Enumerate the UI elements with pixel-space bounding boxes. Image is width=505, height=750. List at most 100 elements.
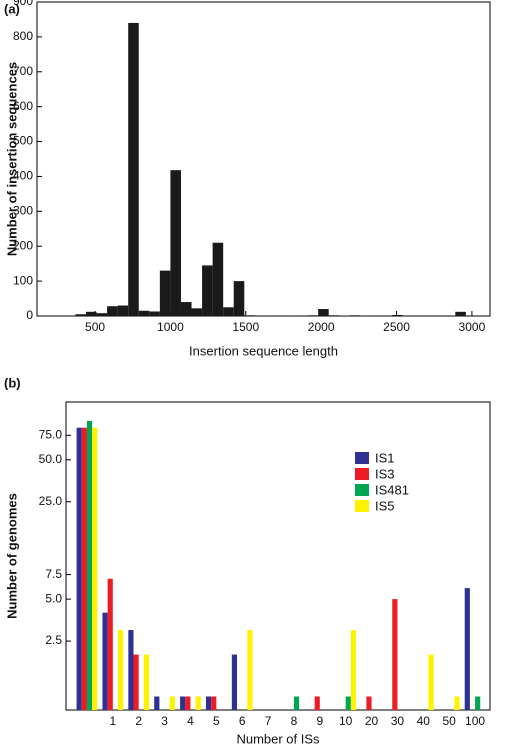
plot-frame — [65, 401, 491, 711]
y-tick-label: 75.0 — [39, 427, 63, 441]
x-tick-label: 8 — [291, 714, 298, 728]
y-tick-label: 100 — [13, 273, 33, 287]
bar — [154, 696, 160, 710]
x-tick-label: 1 — [109, 714, 116, 728]
y-tick-label: 600 — [13, 99, 33, 113]
bar — [211, 696, 217, 710]
histogram-bar — [328, 315, 340, 316]
bar — [107, 578, 113, 710]
x-tick-label: 2 — [135, 714, 142, 728]
x-axis-label: Number of ISs — [236, 731, 320, 746]
histogram-bar — [149, 311, 160, 316]
y-tick-label: 200 — [13, 238, 33, 252]
histogram-bar — [233, 281, 245, 316]
panel-label: (b) — [4, 375, 21, 390]
legend-swatch — [355, 452, 369, 464]
bar — [117, 630, 124, 710]
histogram-bar — [75, 314, 86, 316]
bar — [128, 630, 134, 710]
x-tick-label: 7 — [265, 714, 272, 728]
histogram-bar — [202, 265, 213, 316]
legend-swatch — [355, 484, 369, 496]
bar — [247, 630, 253, 710]
x-tick-label: 10 — [339, 714, 353, 728]
y-tick-label: 7.5 — [45, 567, 62, 581]
bar — [133, 654, 139, 710]
y-tick-label: 2.5 — [45, 633, 62, 647]
bar — [180, 696, 186, 710]
bar — [86, 420, 93, 710]
x-tick-label: 500 — [85, 320, 105, 334]
y-tick-label: 0 — [26, 308, 33, 322]
x-tick-label: 2000 — [308, 320, 335, 334]
histogram-bar — [128, 22, 139, 317]
bar — [143, 654, 150, 710]
y-tick-label: 800 — [13, 29, 33, 43]
x-tick-label: 30 — [391, 714, 405, 728]
bar — [428, 654, 434, 710]
x-tick-label: 1500 — [232, 320, 259, 334]
bar — [464, 588, 470, 710]
x-tick-label: 20 — [365, 714, 379, 728]
legend-label: IS5 — [375, 498, 395, 513]
histogram-bar — [180, 302, 192, 316]
bar — [81, 427, 87, 710]
x-tick-label: 6 — [239, 714, 246, 728]
x-tick-label: 4 — [187, 714, 194, 728]
histogram-bar — [307, 315, 319, 316]
bar — [185, 696, 191, 710]
bar — [76, 427, 82, 710]
bar — [392, 599, 398, 710]
y-tick-label: 25.0 — [39, 494, 63, 508]
x-tick-label: 2500 — [383, 320, 410, 334]
histogram-bar — [223, 307, 234, 316]
histogram-bar — [85, 311, 97, 316]
bar — [195, 696, 201, 710]
histogram-bar — [117, 305, 129, 316]
x-tick-label: 100 — [465, 714, 485, 728]
x-tick-label: 40 — [417, 714, 431, 728]
panel-label: (a) — [4, 1, 20, 16]
bar — [205, 696, 212, 710]
y-tick-label: 500 — [13, 134, 33, 148]
bar — [169, 696, 175, 710]
y-tick-label: 50.0 — [39, 452, 63, 466]
legend-label: IS3 — [375, 466, 395, 481]
x-tick-label: 3000 — [459, 320, 486, 334]
bar — [475, 696, 481, 710]
histogram-bar — [455, 311, 466, 316]
bar — [293, 696, 300, 710]
bar — [454, 696, 460, 710]
y-tick-label: 5.0 — [45, 591, 62, 605]
x-tick-label: 50 — [443, 714, 457, 728]
y-axis-label: Number of insertion sequences — [4, 62, 19, 256]
bar — [314, 696, 320, 710]
histogram-bar — [170, 170, 181, 316]
histogram-bar — [318, 309, 329, 316]
y-tick-label: 700 — [13, 64, 33, 78]
histogram-bar — [107, 306, 118, 316]
x-tick-label: 5 — [213, 714, 220, 728]
x-axis-label: Insertion sequence length — [189, 343, 338, 358]
legend-swatch — [355, 468, 369, 480]
bar — [92, 427, 98, 710]
bar — [350, 630, 357, 710]
histogram-bar — [96, 313, 108, 316]
bar — [231, 654, 238, 710]
legend-label: IS481 — [375, 482, 409, 497]
bar — [345, 696, 351, 710]
x-tick-label: 1000 — [157, 320, 184, 334]
y-tick-label: 300 — [13, 204, 33, 218]
legend-label: IS1 — [375, 450, 395, 465]
y-tick-label: 900 — [13, 0, 33, 8]
legend-swatch — [355, 500, 369, 512]
histogram-bar — [138, 310, 150, 316]
histogram-bar — [159, 270, 171, 316]
bar — [366, 696, 372, 710]
histogram-bar — [349, 315, 361, 316]
histogram-bar — [212, 242, 224, 316]
plot-frame — [36, 1, 491, 317]
x-tick-label: 9 — [316, 714, 323, 728]
histogram-bar — [392, 314, 403, 316]
